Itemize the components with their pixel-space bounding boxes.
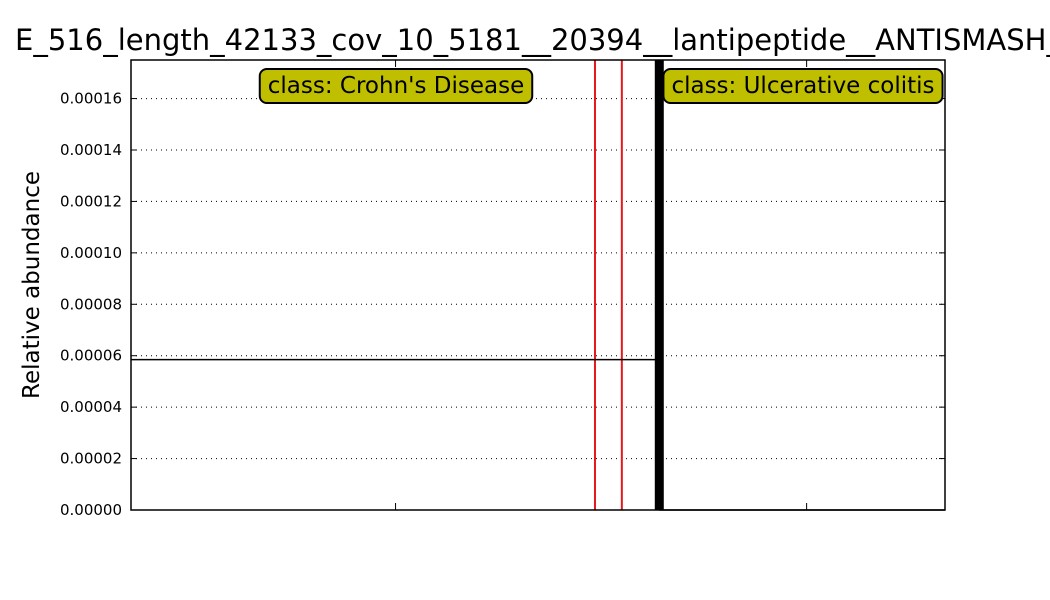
y-tick-label: 0.00006 — [60, 347, 122, 365]
plot-frame — [130, 59, 946, 511]
class-label-box — [258, 68, 534, 104]
y-tick-label: 0.00014 — [60, 141, 122, 159]
y-tick-label: 0.00000 — [60, 501, 122, 519]
y-tick-label: 0.00010 — [60, 244, 122, 262]
class-label: class: Ulcerative colitis — [671, 73, 934, 99]
y-tick-label: 0.00008 — [60, 295, 122, 313]
chart-title: E_516_length_42133_cov_10_5181__20394__l… — [15, 23, 1050, 57]
class-label-box — [662, 68, 944, 104]
plot-area: 0.00000 0.00002 0.00004 0.00006 0.00008 0.000… — [60, 59, 946, 519]
y-axis-label: Relative abundance — [19, 171, 45, 399]
y-tick-label: 0.00012 — [60, 192, 122, 210]
y-tick-label: 0.00016 — [60, 90, 122, 108]
y-tick-label: 0.00004 — [60, 398, 122, 416]
y-tick-label: 0.00002 — [60, 450, 122, 468]
class-label: class: Crohn's Disease — [268, 73, 524, 99]
